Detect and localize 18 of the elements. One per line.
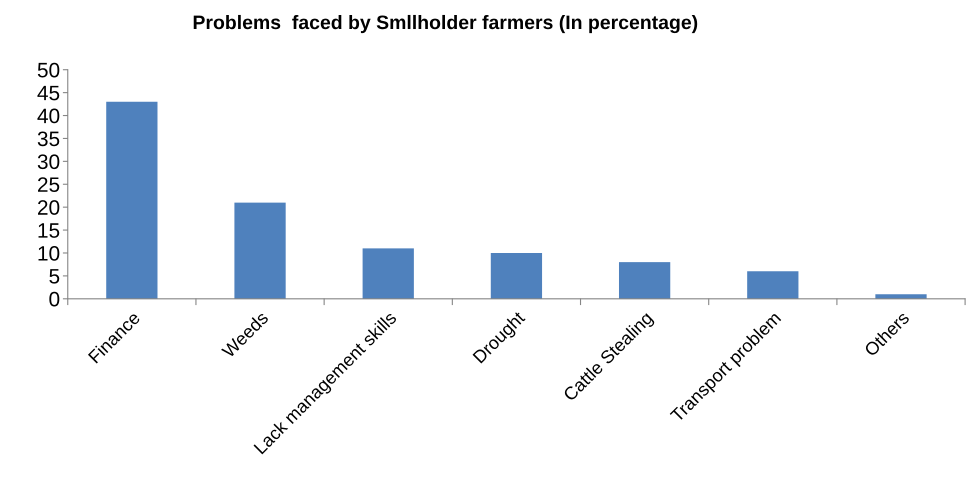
y-tick-label: 5 [49, 269, 60, 284]
y-tick-label: 10 [38, 246, 60, 261]
y-tick-label: 20 [38, 200, 60, 215]
bar [490, 252, 542, 299]
bar [618, 262, 670, 299]
y-tick-label: 40 [37, 108, 60, 124]
y-tick-label: 50 [38, 62, 60, 78]
y-tick-label: 45 [37, 86, 60, 100]
bar [106, 102, 158, 299]
bar [234, 202, 286, 299]
chart-title: Problems faced by Smllholder farmers (In percentage) [194, 14, 698, 34]
y-tick-label: 35 [38, 131, 60, 146]
bar [362, 248, 414, 299]
y-tick-label: 15 [38, 223, 60, 238]
y-tick-label: 30 [38, 154, 60, 170]
bar [747, 271, 798, 299]
y-tick-label: 0 [49, 292, 60, 307]
y-tick-label: 25 [38, 177, 60, 192]
